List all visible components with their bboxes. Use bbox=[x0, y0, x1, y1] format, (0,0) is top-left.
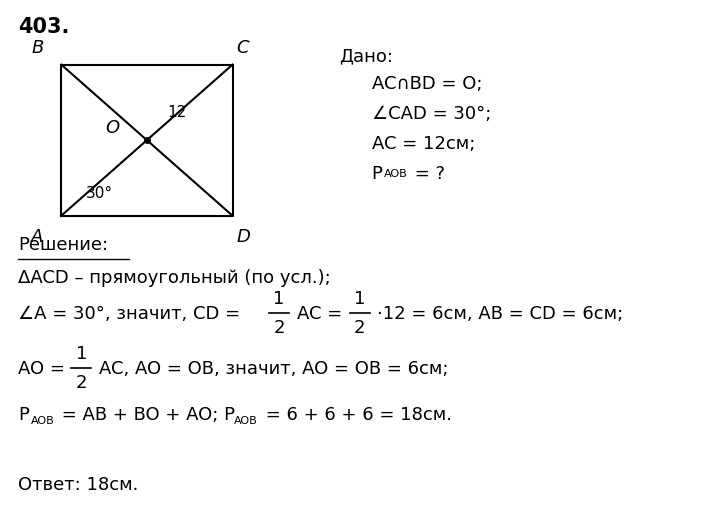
Text: = ?: = ? bbox=[409, 165, 445, 183]
Text: 30°: 30° bbox=[86, 185, 113, 201]
Text: Ответ: 18см.: Ответ: 18см. bbox=[19, 476, 139, 494]
Text: 12: 12 bbox=[167, 105, 186, 120]
Text: C: C bbox=[236, 39, 249, 57]
Text: = 6 + 6 + 6 = 18см.: = 6 + 6 + 6 = 18см. bbox=[260, 406, 452, 423]
Text: 403.: 403. bbox=[19, 17, 70, 37]
Text: 1: 1 bbox=[354, 290, 365, 308]
Text: B: B bbox=[31, 39, 43, 57]
Text: AC∩BD = O;: AC∩BD = O; bbox=[372, 75, 482, 93]
Text: AO =: AO = bbox=[19, 360, 71, 378]
Text: AOB: AOB bbox=[384, 169, 408, 179]
Text: AC =: AC = bbox=[297, 305, 348, 323]
Text: P: P bbox=[372, 165, 383, 183]
Text: 1: 1 bbox=[273, 290, 284, 308]
Text: AOB: AOB bbox=[234, 416, 258, 425]
Text: AC = 12см;: AC = 12см; bbox=[372, 135, 475, 153]
Text: O: O bbox=[105, 119, 120, 137]
Text: A: A bbox=[31, 228, 43, 246]
Text: AOB: AOB bbox=[30, 416, 54, 425]
Text: Дано:: Дано: bbox=[339, 47, 393, 65]
Text: ∠CAD = 30°;: ∠CAD = 30°; bbox=[372, 105, 491, 123]
Text: 1: 1 bbox=[76, 345, 87, 363]
Text: 2: 2 bbox=[273, 319, 284, 337]
Text: AC, AO = OB, значит, AO = OB = 6см;: AC, AO = OB, значит, AO = OB = 6см; bbox=[99, 360, 448, 378]
Text: D: D bbox=[236, 228, 250, 246]
Text: P: P bbox=[19, 406, 30, 423]
Text: Решение:: Решение: bbox=[19, 236, 108, 254]
Text: ∠A = 30°, значит, CD =: ∠A = 30°, значит, CD = bbox=[19, 305, 246, 323]
Text: ΔACD – прямоугольный (по усл.);: ΔACD – прямоугольный (по усл.); bbox=[19, 269, 331, 287]
Text: = AB + BO + AO; P: = AB + BO + AO; P bbox=[56, 406, 235, 423]
Text: ·12 = 6см, AB = CD = 6см;: ·12 = 6см, AB = CD = 6см; bbox=[378, 305, 624, 323]
Text: 2: 2 bbox=[354, 319, 365, 337]
Text: 2: 2 bbox=[76, 374, 87, 392]
